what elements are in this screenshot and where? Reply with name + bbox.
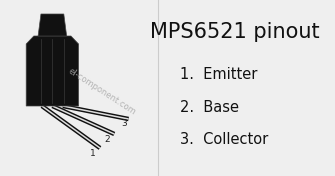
- Text: el-component.com: el-component.com: [67, 66, 138, 117]
- Text: 3: 3: [121, 120, 127, 128]
- Text: 1.  Emitter: 1. Emitter: [180, 67, 258, 82]
- Polygon shape: [38, 14, 67, 36]
- Text: 2.  Base: 2. Base: [180, 100, 239, 115]
- Text: 2: 2: [105, 134, 111, 143]
- Text: 3.  Collector: 3. Collector: [180, 132, 268, 147]
- Text: 1: 1: [90, 149, 96, 158]
- Polygon shape: [26, 36, 78, 106]
- Text: MPS6521 pinout: MPS6521 pinout: [150, 22, 319, 42]
